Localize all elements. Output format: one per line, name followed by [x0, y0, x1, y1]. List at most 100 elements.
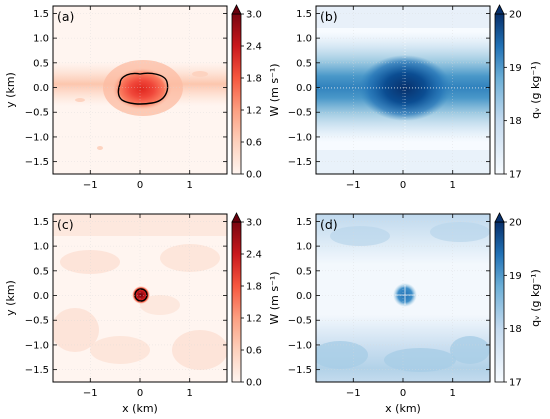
- panel-a-band-speck: [75, 98, 85, 102]
- y-tick-label: 1.5: [33, 9, 49, 20]
- panel-d-xticks: −1 0 1: [346, 214, 456, 399]
- x-tick-label: 0: [137, 180, 143, 191]
- y-tick-label: 1.0: [296, 242, 312, 253]
- panel-a: (a) y (km) 1.5 1.0 0.5 0.0 −0.5 −1.0 −1.5 −1 0 1: [4, 5, 228, 191]
- colorbar-a-extend-triangle: [231, 4, 242, 15]
- panel-c-yticks: 1.5 1.0 0.5 0.0 −0.5 −1.0 −1.5: [25, 217, 227, 376]
- colorbar-tick-label: 3.0: [246, 10, 262, 21]
- colorbar-tick-label: 0.0: [246, 378, 262, 389]
- y-tick-label: 1.5: [296, 9, 312, 20]
- x-tick-label: −1: [346, 180, 361, 191]
- y-tick-label: −1.0: [288, 132, 312, 143]
- colorbar-b: 20 19 18 17 qᵥ (g kg⁻¹): [494, 4, 542, 181]
- x-tick-label: 1: [450, 180, 456, 191]
- y-tick-label: −1.0: [25, 340, 49, 351]
- colorbar-b-label: qᵥ (g kg⁻¹): [529, 61, 542, 119]
- x-tick-label: 0: [137, 388, 143, 399]
- colorbar-tick-label: 0.6: [246, 346, 262, 357]
- panel-d: (d) x (km) 1.5 1.0 0.5 0.0 −0.5 −1.0 −1.5 −1 0 1: [288, 213, 491, 415]
- panel-c-xlabel: x (km): [122, 402, 158, 415]
- y-tick-label: −0.5: [25, 316, 49, 327]
- colorbar-d: 20 19 18 17 qᵥ (g kg⁻¹): [494, 212, 542, 389]
- x-tick-label: 1: [187, 388, 193, 399]
- colorbar-d-label: qᵥ (g kg⁻¹): [529, 269, 542, 327]
- panel-d-lower-patch: [450, 336, 490, 364]
- x-tick-label: 1: [187, 180, 193, 191]
- colorbar-tick-label: 17: [509, 170, 522, 181]
- panel-a-ylabel: y (km): [4, 72, 17, 108]
- y-tick-label: −0.5: [25, 108, 49, 119]
- y-tick-label: −0.5: [288, 316, 312, 327]
- panel-c-patch: [53, 308, 99, 352]
- y-tick-label: −1.0: [288, 340, 312, 351]
- x-tick-label: −1: [83, 180, 98, 191]
- colorbar-tick-label: 1.2: [246, 106, 262, 117]
- y-tick-label: −0.5: [288, 108, 312, 119]
- panel-d-lower-patch: [384, 348, 456, 372]
- colorbar-tick-label: 2.4: [246, 42, 262, 53]
- panel-c-patch: [172, 330, 227, 370]
- panel-a-updraft-core: [112, 68, 172, 110]
- y-tick-label: 1.0: [33, 242, 49, 253]
- colorbar-c-ticks: 3.0 2.4 1.8 1.2 0.6 0.0: [241, 218, 262, 389]
- y-tick-label: 0.5: [33, 58, 49, 69]
- panel-c-patch: [140, 295, 180, 315]
- panel-b-xticks: −1 0 1: [346, 6, 456, 191]
- colorbar-tick-label: 19: [509, 271, 522, 282]
- colorbar-tick-label: 20: [509, 10, 522, 21]
- colorbar-c: 3.0 2.4 1.8 1.2 0.6 0.0 W (m s⁻¹): [231, 212, 281, 389]
- colorbar-tick-label: 17: [509, 378, 522, 389]
- panel-c-patch: [90, 336, 150, 364]
- panel-a-yticks: 1.5 1.0 0.5 0.0 −0.5 −1.0 −1.5: [25, 9, 227, 168]
- y-tick-label: 0.0: [296, 83, 312, 94]
- colorbar-a-label: W (m s⁻¹): [268, 63, 281, 116]
- y-tick-label: 0.0: [33, 291, 49, 302]
- panel-c: (c) y (km) x (km) 1.5 1.0 0.5 0.0 −0.5 −1.0 −1…: [4, 213, 228, 415]
- panel-d-upper-patch: [330, 226, 390, 246]
- x-tick-label: 0: [400, 180, 406, 191]
- y-tick-label: 1.5: [296, 217, 312, 228]
- panel-d-upper-patch: [430, 222, 490, 242]
- panel-c-patch: [60, 250, 120, 274]
- panel-a-label: (a): [57, 9, 74, 24]
- colorbar-tick-label: 2.4: [246, 250, 262, 261]
- panel-b: (b) 1.5 1.0 0.5 0.0 −0.5 −1.0 −1.5 −1 0 1: [288, 5, 491, 191]
- colorbar-c-extend-triangle: [231, 212, 242, 223]
- panel-b-yticks: 1.5 1.0 0.5 0.0 −0.5 −1.0 −1.5: [288, 9, 490, 168]
- y-tick-label: −1.5: [25, 157, 49, 168]
- panel-d-lower-patch: [316, 341, 368, 369]
- x-tick-label: 0: [400, 388, 406, 399]
- colorbar-tick-label: 1.8: [246, 74, 262, 85]
- colorbar-tick-label: 18: [509, 324, 522, 335]
- colorbar-tick-label: 1.2: [246, 314, 262, 325]
- y-tick-label: −1.5: [25, 365, 49, 376]
- y-tick-label: −1.5: [288, 365, 312, 376]
- y-tick-label: 0.5: [296, 266, 312, 277]
- panel-d-xlabel: x (km): [385, 402, 421, 415]
- x-tick-label: −1: [346, 388, 361, 399]
- colorbar-b-bar: [494, 13, 505, 175]
- colorbar-b-extend-triangle: [494, 4, 505, 15]
- colorbar-b-ticks: 20 19 18 17: [504, 10, 522, 181]
- colorbar-tick-label: 1.8: [246, 282, 262, 293]
- colorbar-tick-label: 19: [509, 63, 522, 74]
- y-tick-label: 1.0: [33, 34, 49, 45]
- colorbar-tick-label: 18: [509, 116, 522, 127]
- x-tick-label: −1: [83, 388, 98, 399]
- colorbar-tick-label: 0.0: [246, 170, 262, 181]
- panel-c-patch: [160, 244, 220, 272]
- colorbar-tick-label: 0.6: [246, 138, 262, 149]
- panel-b-label: (b): [320, 9, 338, 24]
- colorbar-c-label: W (m s⁻¹): [268, 271, 281, 324]
- colorbar-a-ticks: 3.0 2.4 1.8 1.2 0.6 0.0: [241, 10, 262, 181]
- y-tick-label: −1.0: [25, 132, 49, 143]
- colorbar-tick-label: 20: [509, 218, 522, 229]
- colorbar-d-ticks: 20 19 18 17: [504, 218, 522, 389]
- panel-a-xticks: −1 0 1: [83, 6, 193, 191]
- panel-c-label: (c): [57, 217, 74, 232]
- colorbar-a: 3.0 2.4 1.8 1.2 0.6 0.0 W (m s⁻¹): [231, 4, 281, 181]
- y-tick-label: 1.5: [33, 217, 49, 228]
- panel-c-xticks: −1 0 1: [83, 214, 193, 399]
- y-tick-label: 0.5: [296, 58, 312, 69]
